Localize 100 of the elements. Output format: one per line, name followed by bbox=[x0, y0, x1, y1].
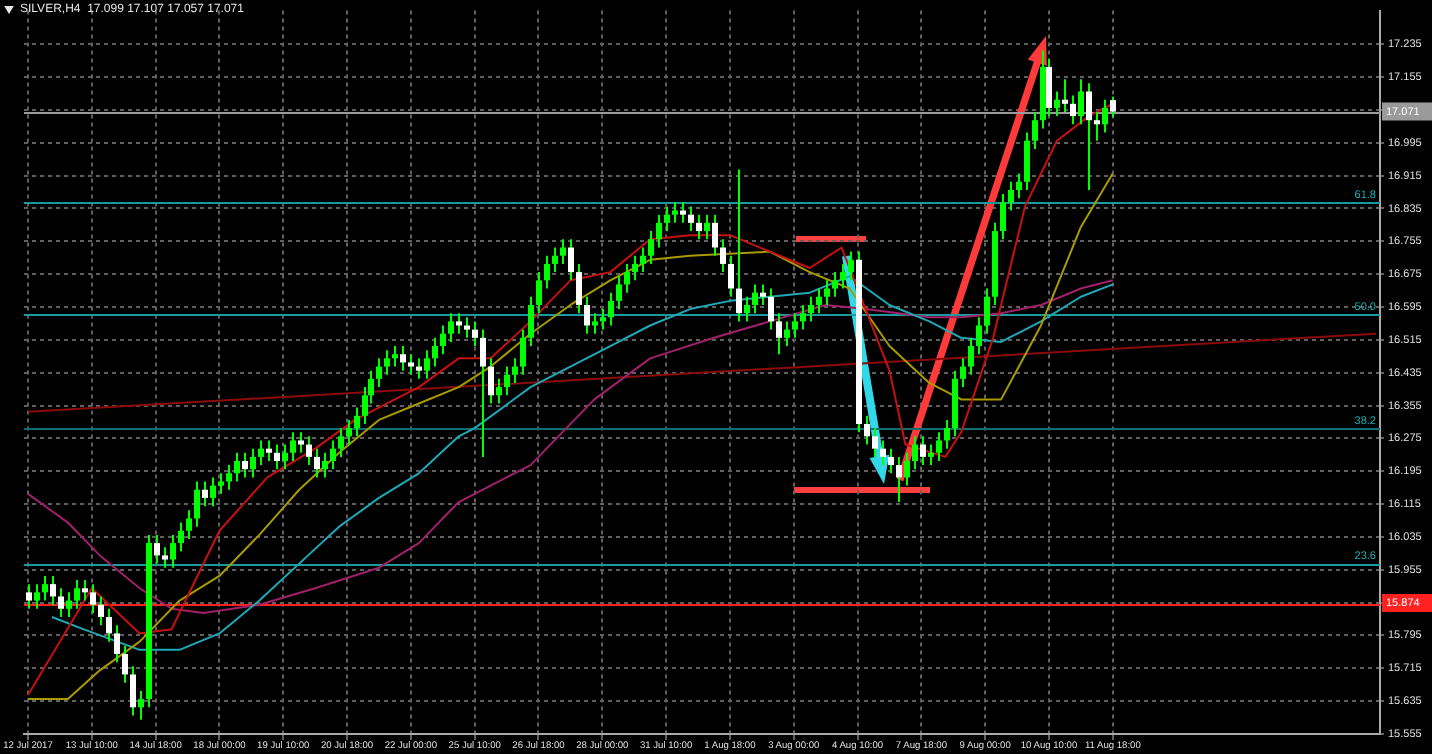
candlestick bbox=[306, 435, 312, 467]
candlestick bbox=[744, 295, 750, 323]
candlestick bbox=[290, 431, 296, 462]
candlestick bbox=[832, 271, 838, 298]
candlestick bbox=[392, 345, 398, 368]
candlestick bbox=[768, 287, 774, 331]
candlestick bbox=[712, 213, 718, 257]
candlestick bbox=[608, 291, 614, 327]
candlestick bbox=[848, 250, 854, 282]
candlestick bbox=[904, 451, 910, 487]
candlestick bbox=[1054, 90, 1060, 118]
candlestick bbox=[122, 644, 128, 684]
candlestick bbox=[672, 201, 678, 224]
candlestick bbox=[616, 275, 622, 311]
candlestick bbox=[400, 345, 406, 372]
candlestick bbox=[480, 328, 486, 458]
candlestick bbox=[1062, 78, 1068, 114]
candlestick bbox=[74, 579, 80, 610]
candlestick bbox=[512, 357, 518, 384]
candlestick bbox=[408, 353, 414, 376]
candlestick bbox=[354, 406, 360, 438]
candlestick bbox=[960, 357, 966, 389]
candlestick bbox=[824, 279, 830, 306]
candlestick bbox=[640, 246, 646, 274]
candlestick bbox=[584, 295, 590, 335]
candlestick bbox=[880, 439, 886, 467]
candlestick bbox=[384, 349, 390, 376]
candlestick bbox=[26, 583, 32, 610]
candlestick bbox=[528, 295, 534, 348]
candlestick bbox=[776, 312, 782, 356]
candlestick bbox=[560, 238, 566, 265]
candlestick bbox=[58, 587, 64, 618]
candlestick bbox=[752, 283, 758, 315]
candlestick bbox=[624, 262, 630, 294]
candlestick bbox=[536, 271, 542, 315]
candlestick bbox=[496, 377, 502, 405]
candlestick bbox=[648, 230, 654, 265]
candlestick bbox=[552, 246, 558, 274]
candlestick bbox=[544, 254, 550, 290]
candlestick bbox=[82, 579, 88, 602]
candlestick bbox=[784, 320, 790, 348]
candlestick bbox=[968, 336, 974, 376]
candlestick bbox=[944, 418, 950, 450]
candlestick bbox=[576, 262, 582, 315]
candlestick bbox=[346, 418, 352, 446]
candlestick bbox=[210, 476, 216, 508]
candlestick bbox=[432, 336, 438, 368]
candlestick bbox=[928, 443, 934, 467]
candlestick bbox=[162, 546, 168, 569]
candlestick bbox=[976, 316, 982, 356]
candlestick bbox=[266, 439, 272, 462]
candlestick bbox=[1094, 111, 1100, 142]
candlestick bbox=[520, 328, 526, 376]
candlestick bbox=[800, 303, 806, 331]
candlestick bbox=[504, 365, 510, 397]
candlestick bbox=[90, 583, 96, 614]
candlestick bbox=[1078, 78, 1084, 126]
candlestick bbox=[106, 607, 112, 643]
candlestick bbox=[664, 205, 670, 233]
candlestick bbox=[1102, 98, 1108, 134]
candlestick bbox=[138, 689, 144, 721]
candlestick bbox=[472, 320, 478, 348]
candlestick bbox=[984, 287, 990, 335]
candlestick bbox=[896, 455, 902, 504]
candlestick bbox=[338, 427, 344, 458]
candlestick bbox=[488, 357, 494, 405]
candlestick bbox=[98, 595, 104, 627]
candlestick bbox=[656, 213, 662, 249]
candlestick bbox=[728, 254, 734, 298]
candlestick bbox=[1032, 111, 1038, 150]
candlestick bbox=[282, 443, 288, 471]
candlestick bbox=[416, 357, 422, 380]
candlestick bbox=[1046, 57, 1052, 118]
candlestick bbox=[888, 447, 894, 475]
candlestick bbox=[34, 583, 40, 610]
candlestick bbox=[696, 213, 702, 241]
candlestick bbox=[1086, 82, 1092, 192]
candlestick bbox=[298, 431, 304, 454]
candlestick bbox=[912, 435, 918, 471]
candlestick bbox=[808, 295, 814, 323]
candlestick bbox=[936, 431, 942, 462]
candlestick bbox=[1000, 193, 1006, 241]
candlestick bbox=[178, 521, 184, 553]
candlestick bbox=[1070, 94, 1076, 126]
candlestick bbox=[186, 509, 192, 540]
candlestick bbox=[456, 312, 462, 335]
candlestick bbox=[424, 349, 430, 380]
candlestick bbox=[864, 414, 870, 446]
candlestick bbox=[720, 238, 726, 274]
candlestick bbox=[226, 464, 232, 491]
candlestick bbox=[218, 472, 224, 495]
candlestick bbox=[464, 316, 470, 339]
candlestick bbox=[592, 312, 598, 335]
candlestick bbox=[314, 447, 320, 479]
candlestick bbox=[632, 254, 638, 282]
candlestick bbox=[194, 480, 200, 528]
candlestick bbox=[170, 533, 176, 569]
candlestick bbox=[1016, 172, 1022, 200]
candlestick bbox=[1024, 131, 1030, 192]
candlestick bbox=[680, 201, 686, 224]
